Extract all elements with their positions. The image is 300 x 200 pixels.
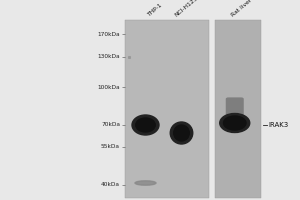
Text: Rat liver: Rat liver [231, 0, 253, 18]
Text: THP-1: THP-1 [147, 3, 164, 18]
Bar [214, 20, 261, 198]
Text: 170kDa: 170kDa [98, 31, 120, 36]
Text: 55kDa: 55kDa [101, 144, 120, 150]
Ellipse shape [136, 118, 155, 132]
Text: 100kDa: 100kDa [98, 85, 120, 90]
Ellipse shape [174, 125, 189, 141]
Ellipse shape [170, 122, 193, 144]
Ellipse shape [132, 115, 159, 135]
Text: 40kDa: 40kDa [101, 182, 120, 188]
Bar [124, 20, 208, 198]
Ellipse shape [135, 181, 156, 185]
Text: IRAK3: IRAK3 [268, 122, 289, 128]
Ellipse shape [224, 116, 246, 130]
Ellipse shape [220, 114, 250, 132]
Text: 130kDa: 130kDa [98, 54, 120, 60]
Text: NCI-H125: NCI-H125 [174, 0, 199, 18]
Text: 70kDa: 70kDa [101, 122, 120, 128]
FancyBboxPatch shape [226, 97, 244, 125]
